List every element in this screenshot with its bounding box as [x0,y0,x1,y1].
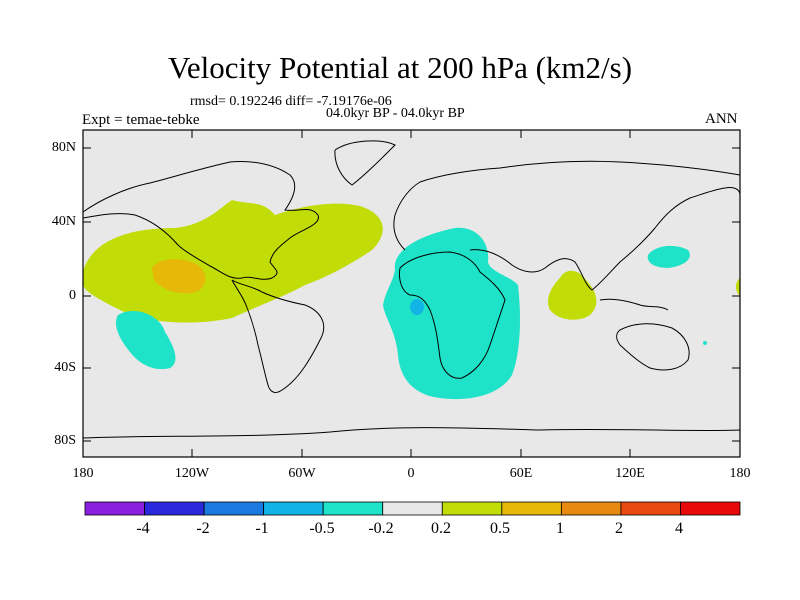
y-tick-label: 40N [51,214,76,229]
colorbar-swatch [441,501,503,516]
colorbar-label: 0.2 [431,520,451,537]
x-tick-label: 120E [615,466,645,481]
contour-positive-indian [548,270,597,320]
contour-positive-core [152,259,206,294]
colorbar-swatch [84,501,145,516]
colorbar-swatch [620,501,681,516]
page-title: Velocity Potential at 200 hPa (km2/s) [167,50,633,85]
x-tick-label: 60E [509,466,533,481]
colorbar-label: -1 [255,520,269,537]
contour-negative-africa [383,227,520,400]
colorbar-swatch [203,501,265,516]
colorbar-swatch [680,501,741,516]
contour-negative-pacific-south [115,311,176,370]
colorbar-swatch [322,501,384,516]
y-tick-label: 80N [51,140,76,155]
colorbar-label: 4 [675,520,683,537]
contour-positive-atlantic [83,200,383,323]
y-tick-label: 0 [69,288,76,303]
colorbar-swatch [263,501,324,516]
x-tick-label: 120W [174,466,210,481]
colorbar-label: 0.5 [490,520,510,537]
y-tick-label: 80S [54,433,76,448]
y-tick-label: 40S [54,360,76,375]
colorbar-label: -0.5 [309,520,335,537]
x-tick-label: 180 [729,466,751,481]
colorbar-label: 2 [615,520,623,537]
season-label: ANN [705,111,738,127]
contour-negative-speck [703,341,707,345]
expt-label: Expt = temae-tebke [82,112,200,128]
x-tick-label: 180 [72,466,94,481]
contour-negative-core [410,299,424,315]
colorbar-label: -4 [136,520,150,537]
colorbar-label: -2 [196,520,210,537]
colorbar [84,501,741,516]
colorbar-label: 1 [556,520,564,537]
colorbar-swatch [144,501,205,516]
contour-positive-dateline [735,278,740,296]
rmsd-label: rmsd= 0.192246 diff= -7.19176e-06 [190,94,392,109]
period-label: 04.0kyr BP - 04.0kyr BP [326,106,465,121]
contour-negative-pacific-north [647,245,690,268]
colorbar-swatch [382,501,443,516]
colorbar-swatch [501,501,562,516]
coastlines [82,140,741,439]
map-ticks [82,130,741,457]
colorbar-label: -0.2 [368,520,394,537]
x-tick-label: 60W [288,466,316,481]
colorbar-swatch [560,501,622,516]
x-tick-label: 0 [407,466,415,481]
